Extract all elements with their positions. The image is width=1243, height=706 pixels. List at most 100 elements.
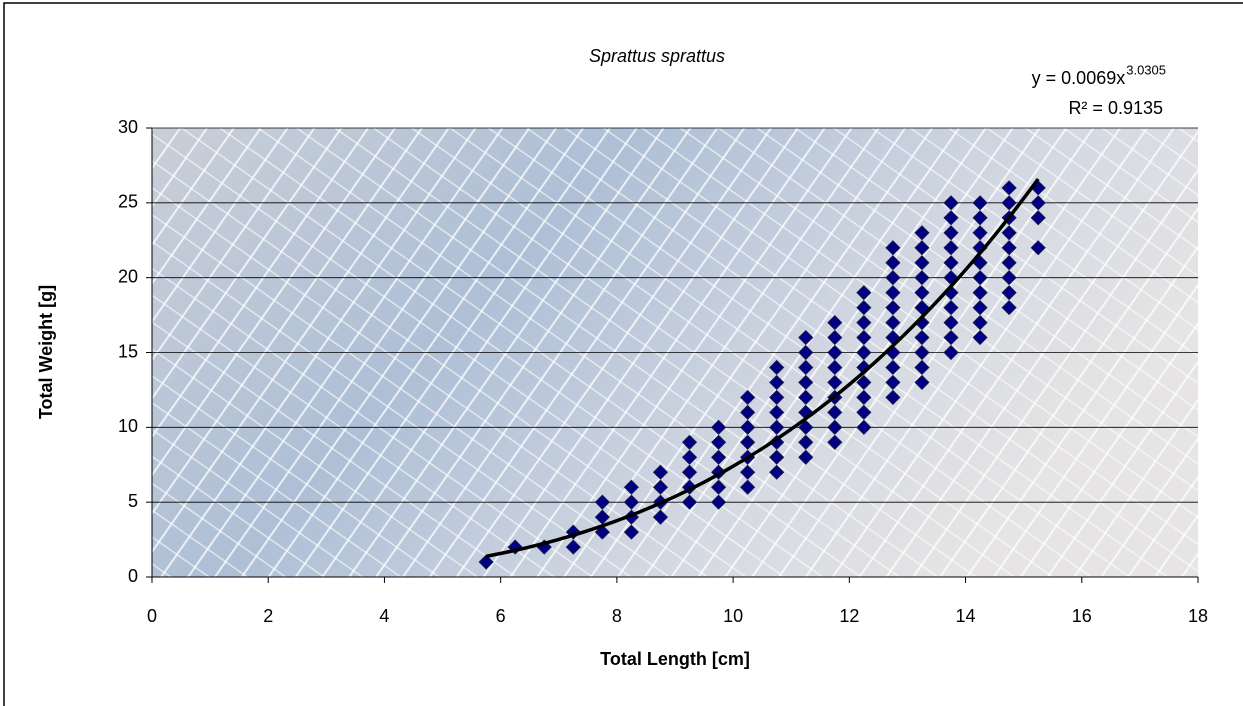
data-point [972, 270, 988, 286]
data-point [478, 554, 494, 570]
data-point [1001, 225, 1017, 241]
data-point [769, 449, 785, 465]
data-point [856, 389, 872, 405]
data-point [856, 344, 872, 361]
data-point [1001, 300, 1017, 316]
data-point [856, 315, 872, 331]
data-point [740, 389, 756, 405]
data-point [1030, 210, 1046, 226]
data-point [769, 404, 785, 420]
data-point [769, 389, 785, 405]
data-point [827, 315, 843, 331]
data-point [885, 240, 901, 256]
data-point [943, 240, 959, 256]
data-point [740, 419, 756, 435]
data-point [711, 479, 727, 495]
data-point [652, 479, 669, 495]
data-point [711, 449, 727, 465]
data-point [1001, 195, 1017, 211]
data-point [914, 270, 930, 286]
data-point [914, 374, 930, 390]
x-tick-label: 2 [263, 606, 273, 626]
data-point [827, 344, 843, 361]
y-tick-label: 30 [118, 117, 138, 137]
data-point [885, 315, 901, 331]
data-point [711, 434, 727, 450]
r-squared: R² = 0.9135 [1068, 98, 1163, 118]
x-axis-label: Total Length [cm] [600, 649, 750, 669]
y-tick-label: 0 [128, 566, 138, 586]
data-point [798, 344, 814, 361]
x-tick-label: 10 [723, 606, 743, 626]
data-point [972, 285, 988, 301]
data-point [943, 210, 959, 226]
data-point [681, 464, 698, 480]
data-point [1030, 240, 1046, 256]
data-point [1001, 255, 1017, 271]
data-point [769, 359, 785, 376]
data-point [885, 359, 901, 376]
data-point [943, 300, 959, 316]
data-point [885, 270, 901, 286]
x-tick-label: 6 [496, 606, 506, 626]
x-tick-label: 4 [379, 606, 389, 626]
y-tick-label: 5 [128, 491, 138, 511]
data-point [943, 225, 959, 241]
y-tick-label: 15 [118, 341, 138, 361]
data-point [885, 285, 901, 301]
data-point [972, 315, 988, 331]
data-point [856, 329, 872, 346]
data-point [943, 195, 959, 211]
data-point [856, 419, 872, 435]
data-point [827, 374, 843, 390]
data-point [914, 344, 930, 361]
data-point [652, 509, 669, 525]
data-point [798, 389, 814, 405]
data-point [943, 329, 959, 346]
data-point [914, 285, 930, 301]
x-tick-label: 18 [1188, 606, 1208, 626]
data-point [594, 524, 610, 540]
data-point [769, 419, 785, 435]
x-tick-label: 16 [1072, 606, 1092, 626]
data-point [798, 359, 814, 376]
data-point [856, 300, 872, 316]
data-point [972, 210, 988, 226]
data-point [798, 374, 814, 390]
y-axis-label: Total Weight [g] [36, 285, 56, 419]
data-point [972, 329, 988, 346]
data-point [972, 195, 988, 211]
data-point [623, 494, 639, 510]
data-point [1001, 285, 1017, 301]
data-point [681, 449, 698, 465]
data-point [914, 329, 930, 346]
data-point [798, 449, 814, 465]
data-point [885, 255, 901, 271]
data-point [1030, 195, 1046, 211]
y-tick-label: 25 [118, 192, 138, 212]
data-point [1001, 270, 1017, 286]
marks [478, 177, 1046, 570]
y-tick-label: 20 [118, 266, 138, 286]
x-tick-label: 0 [147, 606, 157, 626]
data-point [711, 494, 727, 510]
data-point [885, 300, 901, 316]
data-point [885, 389, 901, 405]
data-point [914, 359, 930, 376]
data-point [943, 315, 959, 331]
data-point [943, 344, 959, 361]
data-point [943, 255, 959, 271]
data-point [711, 419, 727, 435]
data-point [681, 434, 698, 450]
data-point [652, 464, 669, 480]
data-point [740, 464, 756, 480]
data-point [827, 434, 843, 450]
data-point [827, 404, 843, 420]
data-point [769, 464, 785, 480]
x-tick-label: 8 [612, 606, 622, 626]
data-point [914, 240, 930, 256]
data-point [885, 374, 901, 390]
data-point [914, 225, 930, 241]
data-point [623, 524, 639, 540]
